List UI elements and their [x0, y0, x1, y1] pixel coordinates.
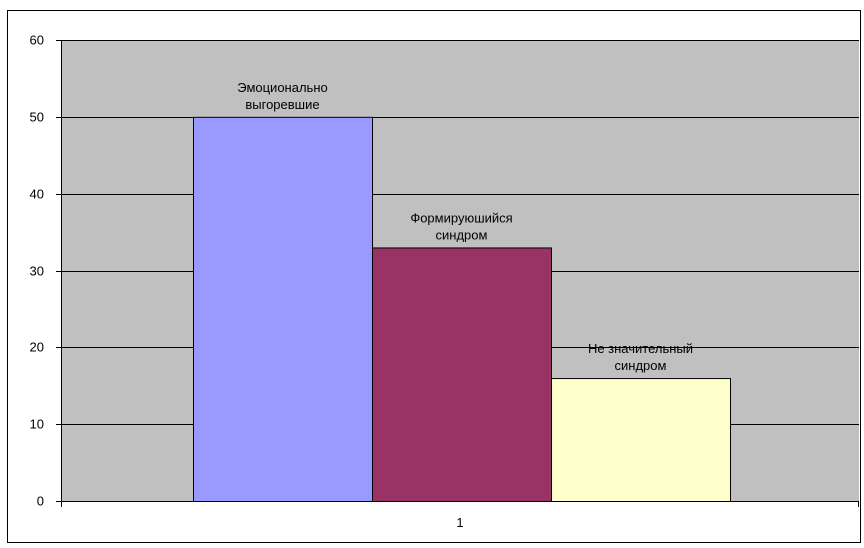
y-tick-label: 60 [30, 33, 44, 48]
y-tick-label: 50 [30, 110, 44, 125]
data-label-3: синдром [615, 358, 667, 373]
bar-2 [372, 247, 552, 502]
data-labels: Эмоционально выгоревшие Формируюшийся синдр… [237, 80, 693, 373]
x-category-label: 1 [456, 515, 463, 530]
data-label-2: синдром [436, 227, 488, 242]
y-tick-label: 40 [30, 187, 44, 202]
data-label-3: Не значительный [588, 341, 693, 356]
y-tick-label: 20 [30, 340, 44, 355]
bars [193, 116, 731, 503]
axes: 0 10 20 30 40 50 60 1 [30, 33, 859, 530]
y-tick-label: 0 [37, 494, 44, 509]
bar-1 [193, 116, 373, 502]
y-tick-label: 30 [30, 264, 44, 279]
data-label-2: Формируюшийся [410, 210, 512, 225]
data-label-1: Эмоционально [237, 80, 327, 95]
bar-3 [551, 378, 731, 503]
y-tick-label: 10 [30, 417, 44, 432]
data-label-1: выгоревшие [245, 97, 319, 112]
